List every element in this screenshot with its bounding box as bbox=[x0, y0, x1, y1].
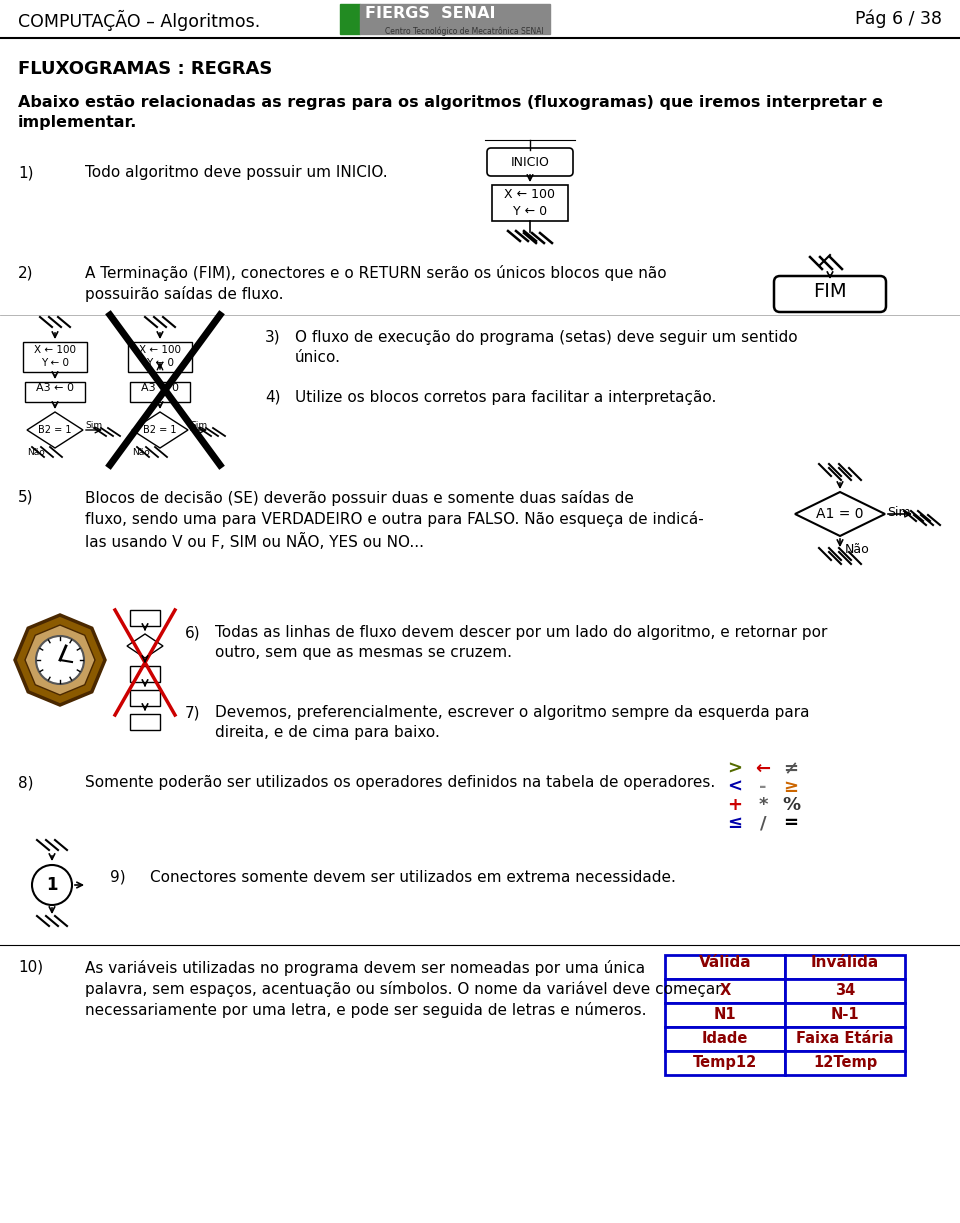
Text: Temp12: Temp12 bbox=[693, 1055, 757, 1070]
Bar bbox=[130, 714, 160, 730]
Text: 7): 7) bbox=[185, 704, 201, 720]
Polygon shape bbox=[25, 625, 95, 695]
Text: Válida: Válida bbox=[699, 955, 752, 970]
Text: A1 = 0: A1 = 0 bbox=[816, 508, 864, 521]
Text: 1): 1) bbox=[18, 165, 34, 180]
Text: 2): 2) bbox=[18, 265, 34, 280]
Bar bbox=[130, 610, 160, 626]
FancyBboxPatch shape bbox=[774, 276, 886, 312]
Text: 12Temp: 12Temp bbox=[813, 1055, 877, 1070]
Bar bbox=[665, 1027, 785, 1051]
Text: A3 ← 0: A3 ← 0 bbox=[141, 383, 179, 393]
Bar bbox=[785, 1003, 905, 1027]
Text: FLUXOGRAMAS : REGRAS: FLUXOGRAMAS : REGRAS bbox=[18, 60, 273, 78]
Bar bbox=[492, 185, 568, 221]
Text: X ← 100
Y ← 0: X ← 100 Y ← 0 bbox=[139, 345, 181, 368]
Text: A3 ← 0: A3 ← 0 bbox=[36, 383, 74, 393]
Text: O fluxo de execução do programa (setas) deve seguir um sentido
único.: O fluxo de execução do programa (setas) … bbox=[295, 330, 798, 364]
Text: Não: Não bbox=[845, 543, 870, 556]
Text: %: % bbox=[782, 796, 800, 815]
Text: N-1: N-1 bbox=[830, 1007, 859, 1022]
Text: 34: 34 bbox=[835, 983, 855, 998]
Text: ←: ← bbox=[756, 759, 771, 778]
Bar bbox=[785, 1027, 905, 1051]
Text: FIERGS  SENAI: FIERGS SENAI bbox=[365, 6, 495, 21]
Text: INICIO: INICIO bbox=[511, 155, 549, 169]
Text: Somente poderão ser utilizados os operadores definidos na tabela de operadores.: Somente poderão ser utilizados os operad… bbox=[85, 775, 715, 790]
Text: B2 = 1: B2 = 1 bbox=[38, 426, 72, 435]
Text: 6): 6) bbox=[185, 625, 201, 640]
Text: <: < bbox=[728, 778, 742, 796]
Text: COMPUTAÇÃO – Algoritmos.: COMPUTAÇÃO – Algoritmos. bbox=[18, 10, 260, 31]
Bar bbox=[665, 955, 785, 978]
Text: Faixa Etária: Faixa Etária bbox=[796, 1031, 894, 1046]
Bar bbox=[130, 690, 160, 706]
Text: X ← 100
Y ← 0: X ← 100 Y ← 0 bbox=[505, 188, 556, 218]
Polygon shape bbox=[127, 634, 163, 658]
Bar bbox=[128, 342, 192, 372]
Text: Devemos, preferencialmente, escrever o algoritmo sempre da esquerda para
direita: Devemos, preferencialmente, escrever o a… bbox=[215, 704, 809, 740]
Text: ≠: ≠ bbox=[783, 759, 799, 778]
Text: =: = bbox=[783, 815, 799, 832]
Bar bbox=[785, 978, 905, 1003]
Bar bbox=[360, 4, 550, 34]
Text: Sim: Sim bbox=[887, 506, 911, 519]
Text: 8): 8) bbox=[18, 775, 34, 790]
Circle shape bbox=[36, 636, 84, 684]
Polygon shape bbox=[15, 615, 105, 704]
Text: A Terminação (FIM), conectores e o RETURN serão os únicos blocos que não
possuir: A Terminação (FIM), conectores e o RETUR… bbox=[85, 265, 666, 302]
Text: Abaixo estão relacionadas as regras para os algoritmos (fluxogramas) que iremos : Abaixo estão relacionadas as regras para… bbox=[18, 95, 883, 130]
Text: >: > bbox=[728, 759, 742, 778]
Text: 5): 5) bbox=[18, 490, 34, 505]
Polygon shape bbox=[795, 492, 885, 536]
Text: Centro Tecnológico de Mecatrônica SENAI: Centro Tecnológico de Mecatrônica SENAI bbox=[385, 26, 543, 35]
Text: Pág 6 / 38: Pág 6 / 38 bbox=[855, 10, 942, 28]
Bar bbox=[665, 978, 785, 1003]
Text: Sim: Sim bbox=[85, 422, 102, 430]
Bar bbox=[340, 4, 360, 34]
Text: ≤: ≤ bbox=[728, 815, 743, 832]
Text: X: X bbox=[719, 983, 731, 998]
FancyBboxPatch shape bbox=[487, 148, 573, 176]
Polygon shape bbox=[27, 412, 83, 448]
Bar bbox=[665, 1003, 785, 1027]
Text: 10): 10) bbox=[18, 960, 43, 975]
Text: Todas as linhas de fluxo devem descer por um lado do algoritmo, e retornar por
o: Todas as linhas de fluxo devem descer po… bbox=[215, 625, 828, 659]
Text: Todo algoritmo deve possuir um INICIO.: Todo algoritmo deve possuir um INICIO. bbox=[85, 165, 388, 180]
Polygon shape bbox=[132, 412, 188, 448]
Text: -: - bbox=[759, 778, 767, 796]
Text: FIM: FIM bbox=[813, 283, 847, 301]
Text: Blocos de decisão (SE) deverão possuir duas e somente duas saídas de
fluxo, send: Blocos de decisão (SE) deverão possuir d… bbox=[85, 490, 704, 550]
Text: Idade: Idade bbox=[702, 1031, 748, 1046]
Text: Sim: Sim bbox=[190, 422, 207, 430]
Text: 4): 4) bbox=[265, 390, 280, 405]
Text: Conectores somente devem ser utilizados em extrema necessidade.: Conectores somente devem ser utilizados … bbox=[150, 870, 676, 885]
Circle shape bbox=[32, 865, 72, 905]
Text: As variáveis utilizadas no programa devem ser nomeadas por uma única
palavra, se: As variáveis utilizadas no programa deve… bbox=[85, 960, 722, 1019]
Text: B2 = 1: B2 = 1 bbox=[143, 426, 177, 435]
Bar bbox=[130, 382, 190, 402]
Text: *: * bbox=[758, 796, 768, 815]
Bar bbox=[23, 342, 87, 372]
Text: N1: N1 bbox=[713, 1007, 736, 1022]
Bar bbox=[785, 955, 905, 978]
Text: Não: Não bbox=[27, 448, 45, 457]
Bar bbox=[665, 1051, 785, 1075]
Bar bbox=[25, 382, 85, 402]
Text: X ← 100
Y ← 0: X ← 100 Y ← 0 bbox=[34, 345, 76, 368]
Text: Utilize os blocos corretos para facilitar a interpretação.: Utilize os blocos corretos para facilita… bbox=[295, 390, 716, 405]
Text: Não: Não bbox=[132, 448, 150, 457]
Text: Inválida: Inválida bbox=[811, 955, 879, 970]
Text: 3): 3) bbox=[265, 330, 280, 345]
Text: 9): 9) bbox=[110, 870, 126, 885]
Text: ≥: ≥ bbox=[783, 778, 799, 796]
Bar bbox=[130, 667, 160, 682]
Text: +: + bbox=[728, 796, 742, 815]
Text: /: / bbox=[759, 815, 766, 832]
Bar bbox=[785, 1051, 905, 1075]
Text: 1: 1 bbox=[46, 876, 58, 894]
